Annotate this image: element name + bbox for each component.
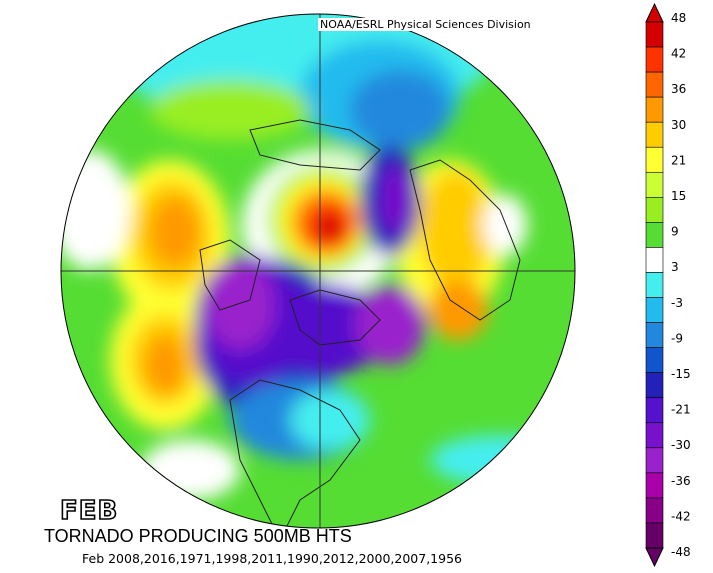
colorbar-swatch <box>645 297 664 323</box>
colorbar-bottom-arrow <box>645 547 664 568</box>
years-list: Feb 2008,2016,1971,1998,2011,1990,2012,2… <box>82 551 462 566</box>
colorbar-swatch <box>645 222 664 248</box>
colorbar-tick-label: -9 <box>671 331 683 345</box>
colorbar-tick-label: -3 <box>671 296 683 310</box>
colorbar-swatch <box>645 71 664 98</box>
colorbar-swatch <box>645 247 664 273</box>
colorbar-top-arrow <box>645 2 664 23</box>
colorbar-tick-label: 36 <box>671 82 686 96</box>
colorbar-swatch <box>645 171 664 198</box>
anomaly-map <box>60 13 576 529</box>
colorbar-tick-label: 48 <box>671 11 686 25</box>
colorbar-tick-label: 9 <box>671 225 679 239</box>
colorbar-tick-label: -42 <box>671 509 691 523</box>
colorbar-swatch <box>645 46 664 73</box>
colorbar-swatch <box>645 197 664 223</box>
colorbar-swatch <box>645 522 664 549</box>
colorbar-tick-label: -15 <box>671 367 691 381</box>
colorbar-tick-label: 3 <box>671 260 679 274</box>
colorbar-swatch <box>645 146 664 173</box>
chart-title: TORNADO PRODUCING 500MB HTS <box>44 526 352 546</box>
colorbar-swatch <box>645 422 664 449</box>
colorbar-swatch <box>645 322 664 348</box>
colorbar-tick-label: 21 <box>671 153 686 167</box>
colorbar-swatch <box>645 272 664 298</box>
colorbar-tick-label: 30 <box>671 118 686 132</box>
colorbar-tick-label: -36 <box>671 474 691 488</box>
credit-label: NOAA/ESRL Physical Sciences Division <box>318 18 533 31</box>
colorbar-swatch <box>645 447 664 474</box>
colorbar-swatch <box>645 347 664 373</box>
colorbar-tick-label: -48 <box>671 545 691 559</box>
colorbar-swatch <box>645 472 664 499</box>
colorbar-swatch <box>645 397 664 424</box>
colorbar-tick-label: -21 <box>671 403 691 417</box>
colorbar-swatch <box>645 121 664 148</box>
colorbar-swatch <box>645 497 664 524</box>
colorbar-swatch <box>645 96 664 123</box>
colorbar-tick-label: -30 <box>671 438 691 452</box>
color-legend: 48 42 36 30 21 15 9 3 -3 -9 -15 -21 -30 -36 -42 -48 <box>645 2 691 568</box>
colorbar-swatch <box>645 372 664 399</box>
colorbar-tick-label: 42 <box>671 47 686 61</box>
colorbar-swatch <box>645 21 664 48</box>
colorbar-tick-label: 15 <box>671 189 686 203</box>
month-label: FEB <box>59 495 119 527</box>
